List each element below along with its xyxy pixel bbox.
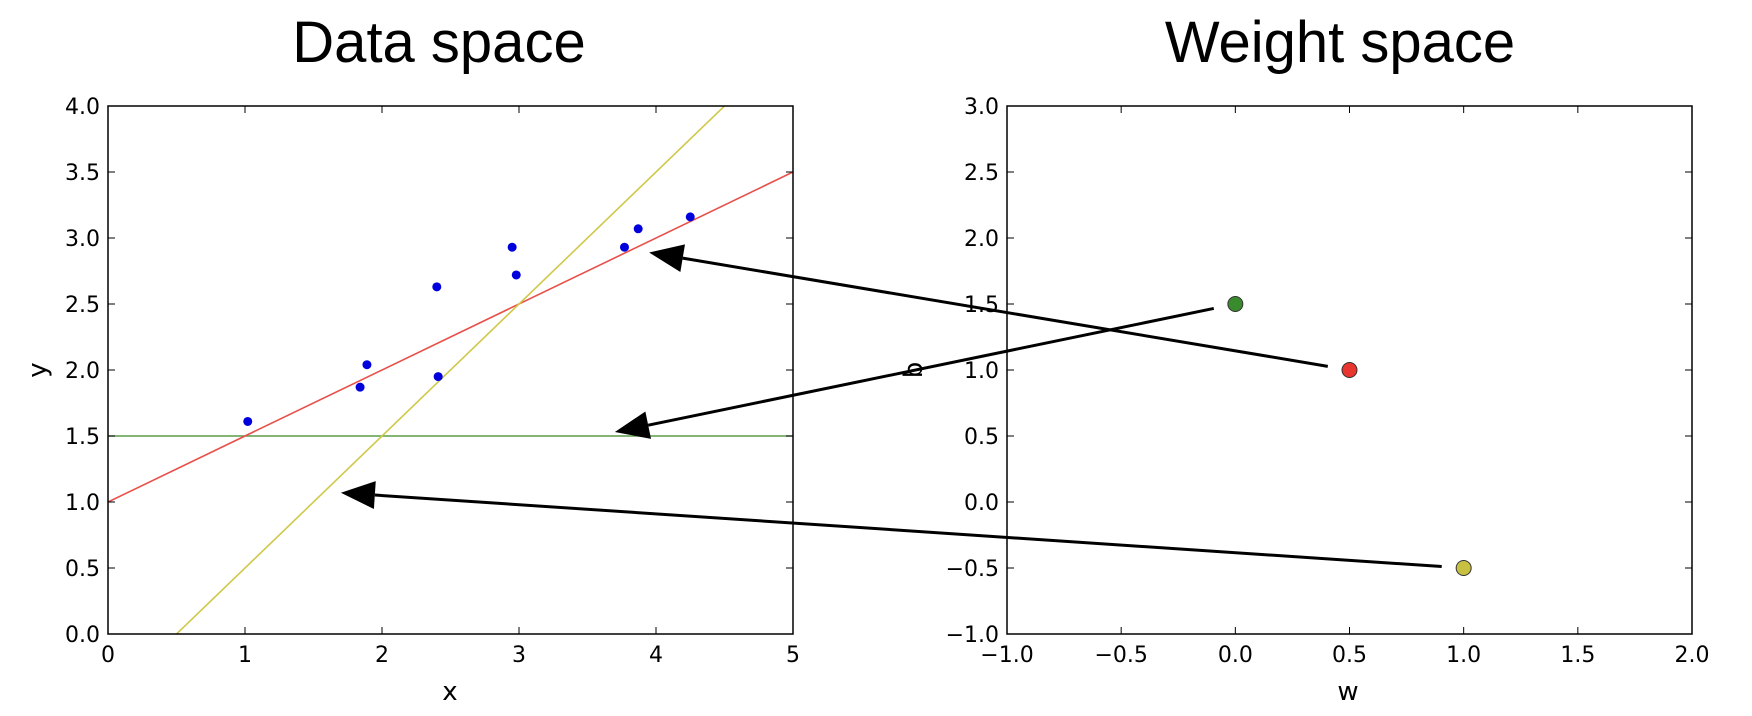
weight-space-x-tick-label: 1.5: [1560, 643, 1595, 668]
weight-space-y-tick-label: 2.5: [964, 161, 999, 186]
weight-space-y-tick-label: 0.5: [964, 425, 999, 450]
data-space-x-tick-label: 1: [238, 643, 252, 668]
data-space-y-tick-label: 1.0: [65, 491, 100, 516]
data-point: [507, 242, 517, 252]
arrow-yellow-to-yellow-line-shaft: [374, 493, 1442, 569]
data-space-y-tick-label: 1.5: [65, 425, 100, 450]
data-space-x-label: x: [442, 677, 457, 707]
weight-space-y-tick-label: 0.0: [964, 491, 999, 516]
yellow-line: [175, 106, 726, 634]
data-point: [243, 416, 253, 426]
data-space-x-tick-label: 5: [786, 643, 800, 668]
data-space-y-tick-label: 3.5: [65, 161, 100, 186]
data-point: [362, 360, 372, 370]
data-space-y-label: y: [23, 362, 53, 377]
data-space-y-tick-label: 3.0: [65, 227, 100, 252]
data-space-y-tick-label: 4.0: [65, 95, 100, 120]
data-space-y-tick-label: 0.0: [65, 623, 100, 648]
weight-space-x-tick-label: −1.0: [980, 643, 1033, 668]
mapping-arrows: [340, 244, 1442, 569]
weight-space-panel: Weight space w b −1.0−0.50.00.51.01.52.0…: [899, 10, 1710, 707]
data-space-x-tick-label: 0: [101, 643, 115, 668]
data-space-panel: Data space x y 0 1 2 3 4 5 0.0 0.5 1.0 1.5 2.0 2.5 3…: [23, 10, 800, 707]
arrow-red-to-red-line-head: [649, 244, 685, 272]
data-point: [432, 282, 442, 292]
data-point: [619, 242, 629, 252]
data-point: [633, 224, 643, 234]
weight-space-x-tick-label: −0.5: [1094, 643, 1147, 668]
red-point: [1341, 362, 1358, 378]
weight-space-title: Weight space: [1165, 10, 1515, 75]
yellow-point: [1455, 560, 1472, 576]
weight-space-x-tick-label: 0.5: [1332, 643, 1367, 668]
arrow-green-to-green-line-shaft: [647, 306, 1215, 427]
data-space-x-tick-label: 4: [649, 643, 663, 668]
data-point: [511, 270, 521, 280]
red-line: [108, 171, 793, 503]
arrow-green-to-green-line-head: [614, 411, 652, 439]
data-space-y-tick-label: 0.5: [65, 557, 100, 582]
data-space-x-tick-label: 3: [512, 643, 526, 668]
weight-space-y-tick-label: −0.5: [946, 557, 999, 582]
weight-space-y-tick-label: 2.0: [964, 227, 999, 252]
data-space-y-tick-label: 2.5: [65, 293, 100, 318]
arrow-yellow-to-yellow-line-head: [340, 481, 376, 510]
weight-space-x-tick-label: 1.0: [1446, 643, 1481, 668]
data-space-title: Data space: [292, 10, 585, 75]
data-point: [685, 212, 695, 222]
data-space-plot-area: 0 1 2 3 4 5 0.0 0.5 1.0 1.5 2.0 2.5 3.0 3.5 4.0: [65, 95, 800, 668]
data-space-lines: [108, 106, 793, 634]
data-space-y-tick-label: 2.0: [65, 359, 100, 384]
weight-space-y-tick-label: −1.0: [946, 623, 999, 648]
weight-space-plot-area: −1.0 −0.5 0.0 0.5 1.0 1.5 2.0 −1.0 −0.5 0.0 0.5 1.0…: [946, 95, 1710, 668]
data-point: [433, 372, 443, 382]
weight-space-x-tick-label: 0.0: [1218, 643, 1253, 668]
weight-space-y-tick-label: 1.0: [964, 359, 999, 384]
data-point: [355, 382, 365, 392]
arrow-red-to-red-line-shaft: [682, 256, 1329, 368]
weight-space-x-tick-label: 2.0: [1675, 643, 1710, 668]
weight-space-x-label: w: [1337, 677, 1358, 707]
data-space-x-tick-label: 2: [375, 643, 389, 668]
green-point: [1227, 296, 1244, 312]
weight-space-y-tick-label: 3.0: [964, 95, 999, 120]
